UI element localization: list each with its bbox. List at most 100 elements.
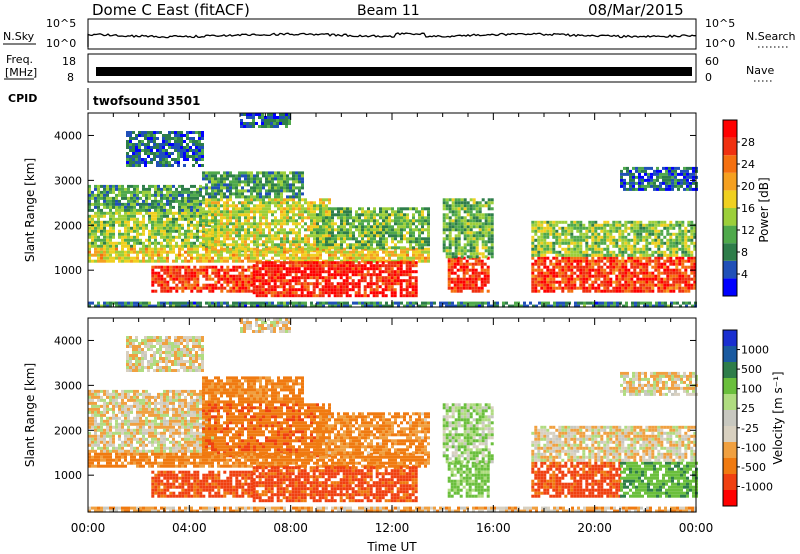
echo-cell (384, 285, 388, 289)
echo-cell (181, 184, 184, 188)
echo-cell (576, 262, 580, 266)
echo-cell (148, 202, 151, 206)
echo-cell (289, 216, 292, 220)
echo-cell (244, 253, 247, 257)
echo-cell (291, 294, 295, 298)
echo-cell (349, 231, 352, 235)
echo-cell (657, 271, 661, 275)
echo-cell (466, 213, 470, 217)
echo-cell (103, 259, 106, 263)
echo-cell (166, 199, 169, 203)
echo-cell (261, 261, 265, 265)
echo-cell (639, 262, 643, 266)
echo-cell (378, 291, 382, 295)
echo-cell (561, 286, 565, 290)
echo-cell (142, 205, 145, 209)
echo-cell (537, 259, 541, 263)
echo-cell (130, 256, 133, 260)
echo-cell (255, 122, 258, 125)
echo-cell (639, 226, 643, 230)
echo-cell (151, 211, 154, 215)
echo-cell (100, 256, 103, 260)
echo-cell (262, 204, 265, 208)
echo-cell (190, 199, 193, 203)
echo-cell (94, 196, 97, 200)
echo-cell (642, 286, 646, 290)
echo-cell (330, 288, 334, 292)
echo-cell (459, 286, 463, 290)
echo-cell (282, 294, 286, 298)
echo-cell (603, 262, 607, 266)
echo-cell (286, 174, 289, 178)
echo-cell (196, 196, 199, 200)
echo-cell (651, 259, 655, 263)
echo-cell (88, 187, 91, 191)
echo-cell (313, 237, 316, 241)
echo-cell (201, 164, 204, 167)
echo-cell (288, 119, 291, 122)
echo-cell (450, 271, 454, 275)
echo-cell (208, 198, 211, 202)
echo-cell (615, 220, 619, 224)
echo-cell (486, 280, 490, 284)
echo-cell (121, 247, 124, 251)
echo-cell (399, 279, 403, 283)
echo-cell (270, 291, 274, 295)
echo-cell (124, 196, 127, 200)
echo-cell (252, 267, 256, 271)
echo-cell (397, 210, 400, 214)
echo-cell (585, 256, 589, 260)
echo-cell (480, 259, 484, 263)
echo-cell (400, 228, 403, 232)
echo-cell (355, 259, 358, 263)
echo-cell (594, 229, 598, 233)
echo-cell (226, 228, 229, 232)
echo-cell (193, 247, 196, 251)
echo-cell (178, 184, 181, 188)
echo-cell (618, 265, 622, 269)
echo-cell (597, 265, 601, 269)
echo-cell (148, 238, 151, 242)
echo-cell (469, 219, 473, 223)
echo-cell (244, 171, 247, 175)
echo-cell (250, 177, 253, 181)
echo-cell (301, 216, 304, 220)
echo-cell (687, 280, 691, 284)
echo-cell (390, 270, 394, 274)
echo-cell (154, 247, 157, 251)
echo-cell (418, 253, 421, 257)
echo-cell (388, 231, 391, 235)
echo-cell (351, 264, 355, 268)
echo-cell (192, 158, 195, 161)
echo-cell (460, 225, 464, 229)
echo-cell (310, 210, 313, 214)
echo-cell (549, 250, 553, 254)
echo-cell (555, 271, 559, 275)
echo-cell (354, 270, 358, 274)
echo-cell (273, 267, 277, 271)
echo-cell (442, 198, 446, 202)
echo-cell (147, 134, 150, 137)
echo-cell (481, 222, 485, 226)
echo-cell (615, 256, 619, 260)
echo-cell (576, 265, 580, 269)
echo-cell (300, 294, 304, 298)
echo-cell (147, 152, 150, 155)
echo-cell (322, 231, 325, 235)
echo-cell (600, 265, 604, 269)
echo-cell (145, 199, 148, 203)
echo-cell (454, 216, 458, 220)
echo-cell (226, 183, 229, 187)
echo-cell (205, 228, 208, 232)
echo-cell (340, 231, 343, 235)
echo-cell (445, 252, 449, 256)
echo-cell (220, 289, 224, 293)
echo-cell (378, 270, 382, 274)
echo-cell (630, 253, 634, 257)
echo-cell (630, 244, 634, 248)
echo-cell (360, 279, 364, 283)
echo-cell (648, 271, 652, 275)
echo-cell (274, 225, 277, 229)
echo-cell (208, 243, 211, 247)
